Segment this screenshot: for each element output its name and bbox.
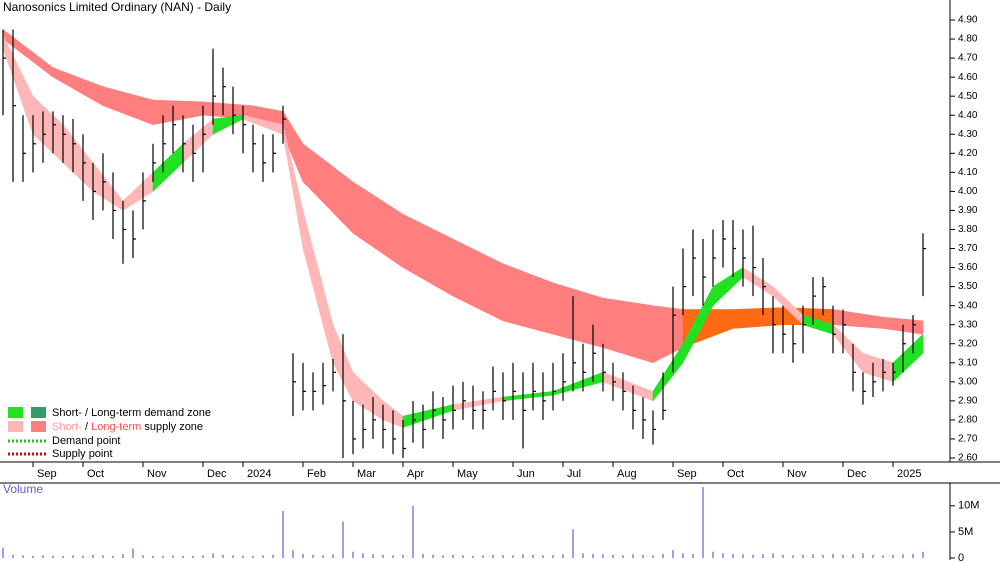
y-tick-label: 4.30 <box>958 129 978 140</box>
zone-band <box>892 333 924 383</box>
x-tick-label: 2024 <box>247 468 271 480</box>
zone-band <box>32 95 64 164</box>
y-tick-label: 3.00 <box>958 376 978 387</box>
zone-band <box>832 324 864 374</box>
y-tick-label: 2.70 <box>958 434 978 445</box>
zone-band <box>352 371 384 421</box>
legend-text: Long-term <box>91 421 141 433</box>
y-tick-label: 3.50 <box>958 281 978 292</box>
x-tick-label: Mar <box>357 468 376 480</box>
y-tick-label: 4.20 <box>958 148 978 159</box>
zone-band <box>552 282 604 348</box>
zone-band <box>602 371 654 402</box>
y-tick-label: 4.60 <box>958 72 978 83</box>
zone-band <box>502 263 554 335</box>
zone-band <box>152 99 204 126</box>
x-tick-label: Aug <box>617 468 637 480</box>
zone-band <box>862 352 894 383</box>
y-tick-label: 2.80 <box>958 415 978 426</box>
y-tick-label: 3.70 <box>958 243 978 254</box>
y-tick-label: 4.40 <box>958 110 978 121</box>
y-tick-label: 3.80 <box>958 224 978 235</box>
zone-band <box>402 213 454 297</box>
legend-text: / <box>82 421 91 433</box>
volume-label: Volume <box>3 482 43 496</box>
y-tick-label: 3.30 <box>958 319 978 330</box>
legend-text: Supply point <box>52 448 113 460</box>
chart-title: Nanosonics Limited Ordinary (NAN) - Dail… <box>3 0 231 14</box>
legend: Short- / Long-term demand zone Short- / … <box>8 407 211 460</box>
x-tick-label: Oct <box>727 468 744 480</box>
x-tick-label: Feb <box>307 468 326 480</box>
x-tick-label: Sep <box>37 468 57 480</box>
y-tick-label: 4.70 <box>958 53 978 64</box>
y-tick-label: 4.10 <box>958 167 978 178</box>
zone-band <box>122 171 154 211</box>
volume-tick-label: 10M <box>958 500 979 512</box>
legend-swatch <box>8 421 23 432</box>
y-tick-label: 3.40 <box>958 300 978 311</box>
zone-band <box>182 118 214 164</box>
y-tick-label: 2.60 <box>958 453 978 464</box>
y-tick-label: 3.20 <box>958 338 978 349</box>
zone-band <box>62 124 94 192</box>
zone-band <box>102 86 154 126</box>
zone-band <box>712 267 744 307</box>
x-tick-label: Jul <box>567 468 581 480</box>
legend-swatch <box>31 421 46 432</box>
y-tick-label: 4.50 <box>958 91 978 102</box>
zone-band <box>602 297 654 364</box>
legend-swatch <box>31 407 46 418</box>
y-tick-label: 4.00 <box>958 186 978 197</box>
zone-band <box>452 238 504 322</box>
volume-tick-label: 0 <box>958 552 964 562</box>
zone-band <box>832 309 884 329</box>
y-tick-label: 2.90 <box>958 396 978 407</box>
y-tick-label: 4.90 <box>958 15 978 26</box>
zone-band <box>742 267 774 297</box>
x-tick-label: Sep <box>677 468 697 480</box>
zone-band <box>502 391 554 402</box>
x-tick-label: Dec <box>847 468 867 480</box>
x-tick-label: 2025 <box>897 468 921 480</box>
x-tick-label: Jun <box>517 468 535 480</box>
y-tick-label: 3.90 <box>958 205 978 216</box>
legend-text: Short- / Long-term supply zone <box>52 421 203 433</box>
zone-band <box>402 404 454 428</box>
y-tick-label: 4.80 <box>958 34 978 45</box>
legend-text: Short- <box>52 421 82 433</box>
zone-band <box>732 307 784 329</box>
x-tick-label: May <box>457 468 478 480</box>
y-tick-label: 3.10 <box>958 357 978 368</box>
x-tick-label: Nov <box>147 468 167 480</box>
zone-band <box>452 396 504 411</box>
zone-band <box>52 67 104 107</box>
zone-band <box>92 162 124 211</box>
volume-tick-label: 5M <box>958 526 973 538</box>
y-tick-label: 3.60 <box>958 262 978 273</box>
x-tick-label: Dec <box>207 468 227 480</box>
zone-band <box>302 210 334 363</box>
legend-text: Demand point <box>52 435 121 447</box>
zone-band <box>302 143 354 234</box>
zone-band <box>152 143 184 192</box>
x-tick-label: Oct <box>87 468 104 480</box>
zone-band <box>552 371 604 396</box>
x-tick-label: Nov <box>787 468 807 480</box>
legend-text: Short- / Long-term demand zone <box>52 407 211 419</box>
legend-text: supply zone <box>141 421 203 433</box>
x-tick-label: Apr <box>407 468 424 480</box>
zone-band <box>352 181 404 269</box>
zone-band <box>212 114 244 135</box>
legend-swatch <box>8 407 23 418</box>
